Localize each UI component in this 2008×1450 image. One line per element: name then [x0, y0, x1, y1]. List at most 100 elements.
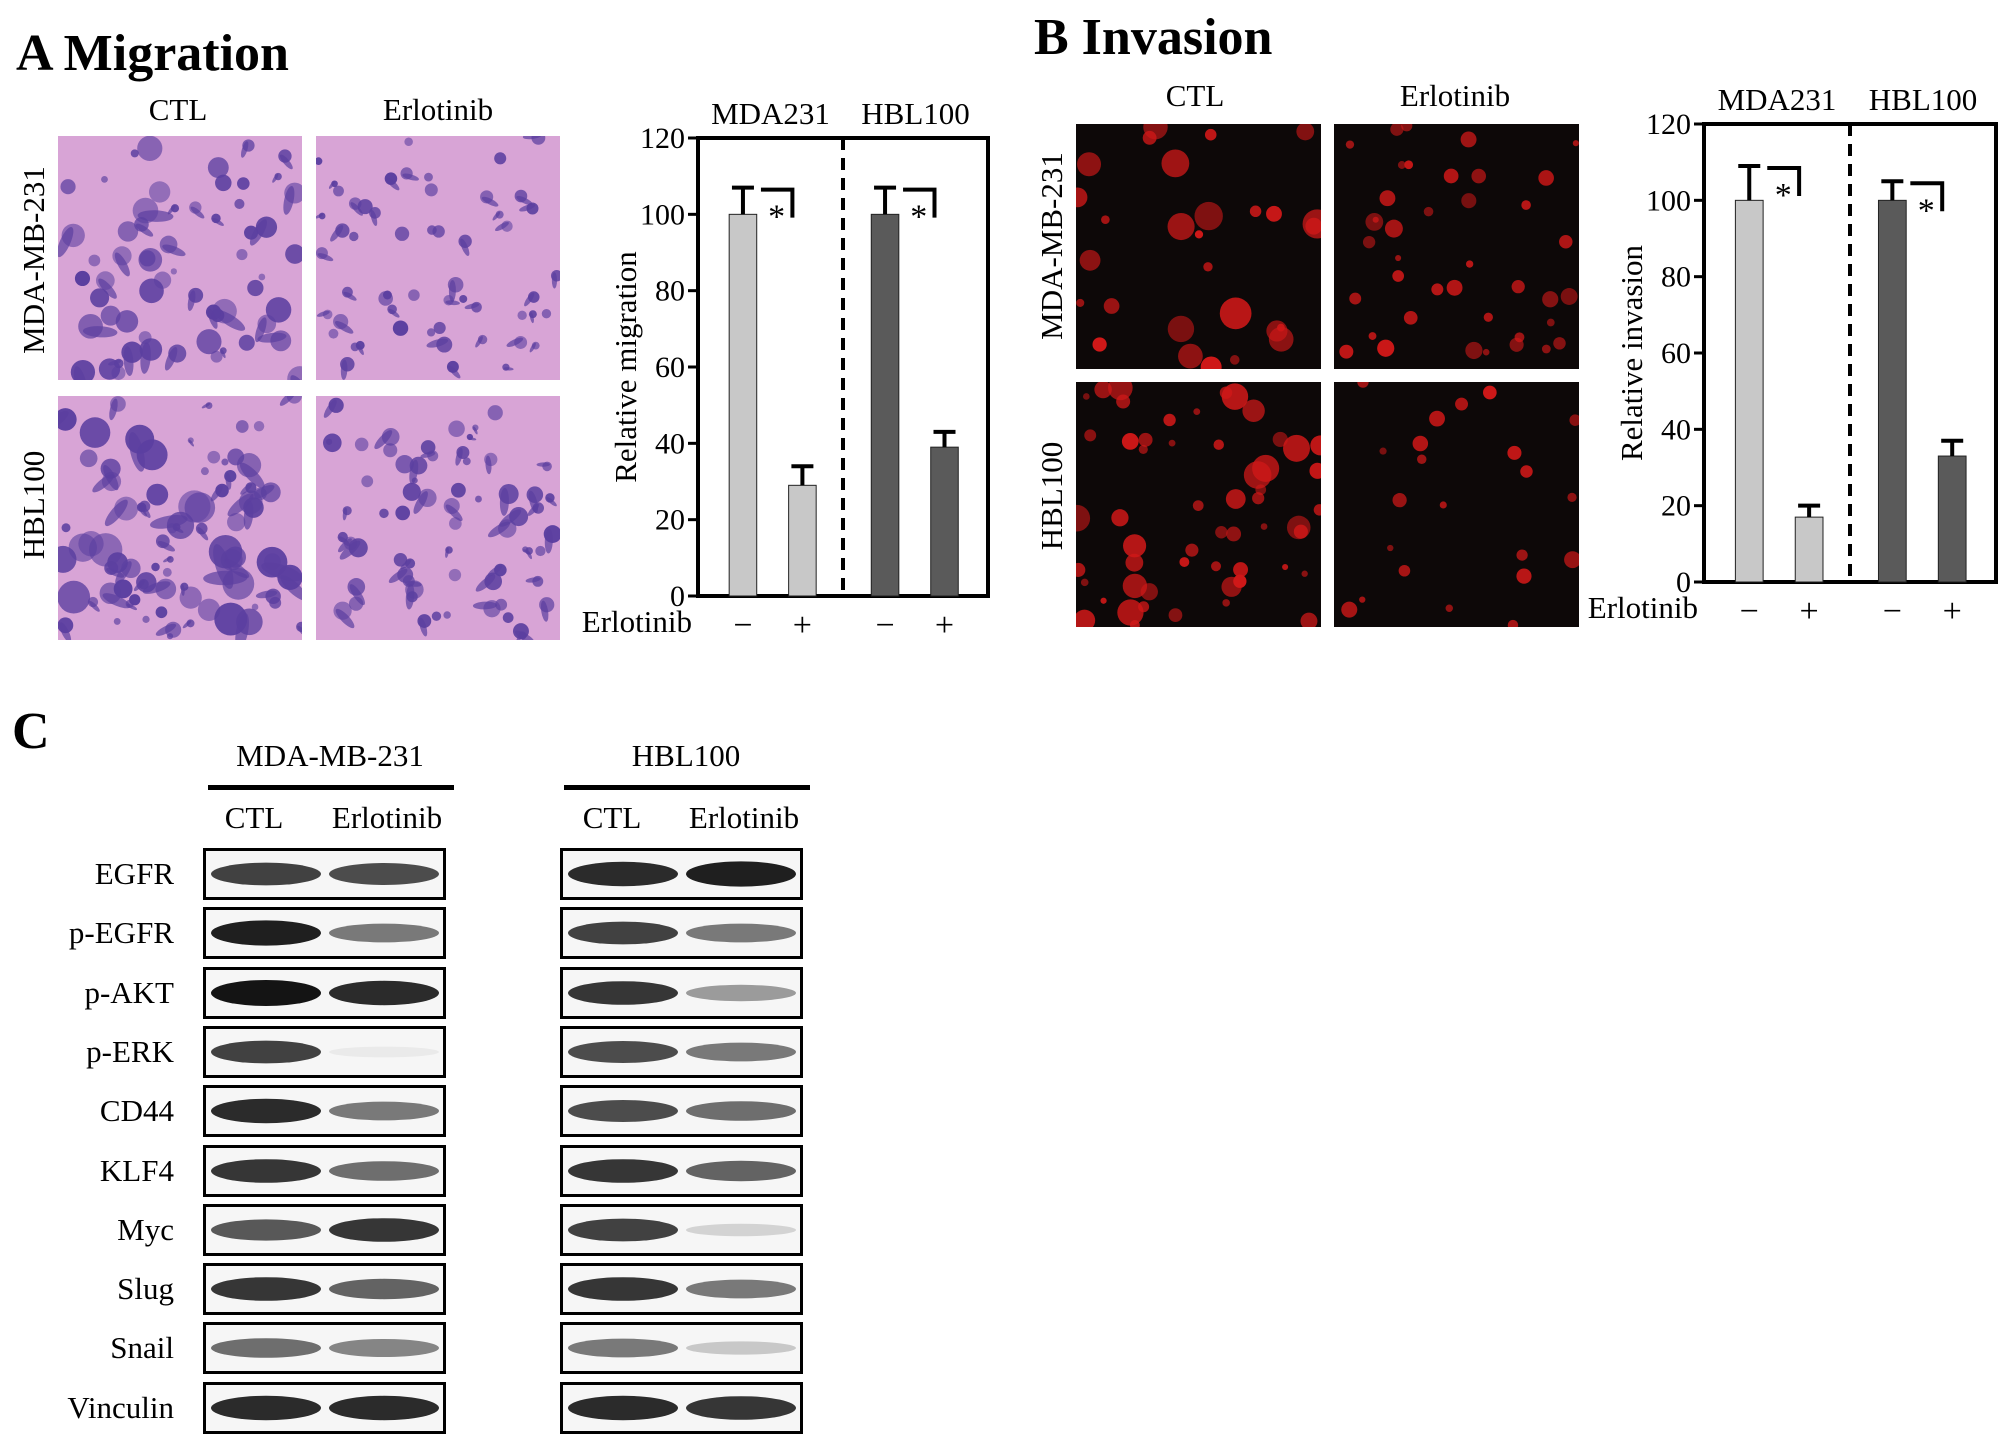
x-tick-label: − [1740, 593, 1759, 630]
x-axis-label: Erlotinib [582, 604, 692, 639]
x-tick-label: + [935, 607, 954, 644]
wb-band [686, 1223, 796, 1236]
wb-blot-hbl [560, 1322, 803, 1375]
wb-band [329, 863, 439, 885]
wb-band [568, 1395, 678, 1420]
wb-blot-mda [203, 1322, 446, 1375]
invasion-bar-chart: 0 20 40 60 80 100 120 Relative invasion MDA231 HB… [1588, 76, 2003, 651]
wb-blot-mda [203, 1144, 446, 1197]
wb-band [329, 923, 439, 943]
wb-band [329, 1046, 439, 1058]
micrograph-invasion-mda-ctl [1076, 124, 1321, 369]
y-tick-label: 20 [1661, 490, 1691, 523]
wb-band [329, 1160, 439, 1181]
y-tick-label: 40 [1661, 413, 1691, 446]
significance-star: * [910, 199, 927, 236]
wb-blot-mda [203, 966, 446, 1019]
wb-row-label: p-ERK [86, 1033, 174, 1069]
wb-blot-mda [203, 1203, 446, 1256]
x-tick-label: + [1800, 593, 1819, 630]
panel-a-col-ctl: CTL [148, 92, 208, 127]
wb-band [686, 923, 796, 943]
wb-band [568, 861, 678, 887]
y-tick-label: 60 [655, 351, 685, 384]
micrograph-migration-mda-erlotinib [316, 136, 560, 380]
y-tick-label: 120 [640, 122, 685, 155]
wb-band [686, 1279, 796, 1299]
panel-b-row-mda: MDA-MB-231 [1034, 152, 1069, 340]
panel-b-col-erlotinib: Erlotinib [1399, 78, 1511, 113]
wb-band [329, 1217, 439, 1242]
wb-blot-mda [203, 1025, 446, 1078]
bar [788, 484, 817, 597]
wb-group-hbl: HBL100 [631, 738, 741, 773]
x-tick-label: + [793, 607, 812, 644]
wb-band [329, 980, 439, 1005]
wb-col-mda-erlotinib: Erlotinib [331, 800, 443, 835]
wb-col-hbl-erlotinib: Erlotinib [688, 800, 800, 835]
wb-band [211, 1098, 321, 1124]
wb-col-mda-ctl: CTL [224, 800, 284, 835]
y-tick-label: 20 [655, 504, 685, 537]
wb-group-mda-line [208, 785, 454, 790]
wb-band [329, 1278, 439, 1300]
micrograph-migration-mda-ctl [58, 136, 302, 380]
wb-blot-hbl [560, 1203, 803, 1256]
wb-band [211, 1277, 321, 1301]
bar [1877, 199, 1907, 583]
significance-star: * [768, 199, 785, 236]
significance-bracket [760, 187, 795, 218]
wb-band [329, 1395, 439, 1420]
panel-a-row-hbl: HBL100 [16, 450, 51, 560]
wb-blot-mda [203, 1263, 446, 1316]
wb-blot-hbl [560, 1381, 803, 1434]
wb-band [329, 1339, 439, 1358]
wb-band [568, 980, 678, 1005]
wb-band [211, 862, 321, 886]
wb-blot-mda [203, 907, 446, 960]
wb-band [686, 1341, 796, 1355]
panel-a-label: A Migration [16, 25, 289, 82]
wb-blot-mda [203, 1381, 446, 1434]
micrograph-migration-hbl-ctl [58, 396, 302, 640]
wb-band [568, 1218, 678, 1242]
panel-a-row-mda: MDA-MB-231 [16, 166, 51, 354]
wb-band [568, 1277, 678, 1301]
wb-blot-hbl [560, 1085, 803, 1138]
wb-band [211, 1158, 321, 1183]
wb-band [686, 1395, 796, 1420]
wb-band [211, 1040, 321, 1064]
wb-band [686, 861, 796, 887]
wb-band [211, 920, 321, 946]
wb-blot-hbl [560, 907, 803, 960]
x-tick-label: + [1943, 593, 1962, 630]
bar [1937, 455, 1967, 583]
wb-band [568, 1100, 678, 1123]
wb-row-label: Slug [117, 1271, 174, 1307]
y-tick-label: 0 [1676, 566, 1691, 599]
micrograph-invasion-hbl-erlotinib [1334, 382, 1579, 627]
x-tick-label: − [1883, 593, 1902, 630]
micrograph-migration-hbl-erlotinib [316, 396, 560, 640]
wb-row-label: EGFR [94, 856, 174, 891]
x-tick-label: − [733, 607, 752, 644]
significance-bracket [903, 187, 937, 218]
bar [1734, 199, 1764, 583]
wb-row-label: CD44 [99, 1093, 174, 1129]
wb-band [211, 979, 321, 1006]
y-tick-label: 60 [1661, 337, 1691, 370]
panel-c-label: C [12, 703, 50, 760]
wb-group-mda: MDA-MB-231 [236, 738, 424, 773]
y-tick-label: 120 [1646, 108, 1691, 141]
group-label: HBL100 [1869, 82, 1978, 117]
wb-blot-mda [203, 848, 446, 900]
x-axis-label: Erlotinib [1588, 590, 1698, 625]
y-tick-label: 40 [655, 427, 685, 460]
wb-band [211, 1338, 321, 1359]
wb-band [211, 1395, 321, 1420]
migration-bar-chart: 0 20 40 60 80 100 120 Relative migration MDA231 H… [570, 90, 1000, 665]
wb-row-label: Vinculin [67, 1389, 174, 1425]
wb-blot-hbl [560, 848, 803, 900]
micrograph-invasion-mda-erlotinib [1334, 124, 1579, 369]
y-tick-label: 100 [640, 198, 685, 231]
